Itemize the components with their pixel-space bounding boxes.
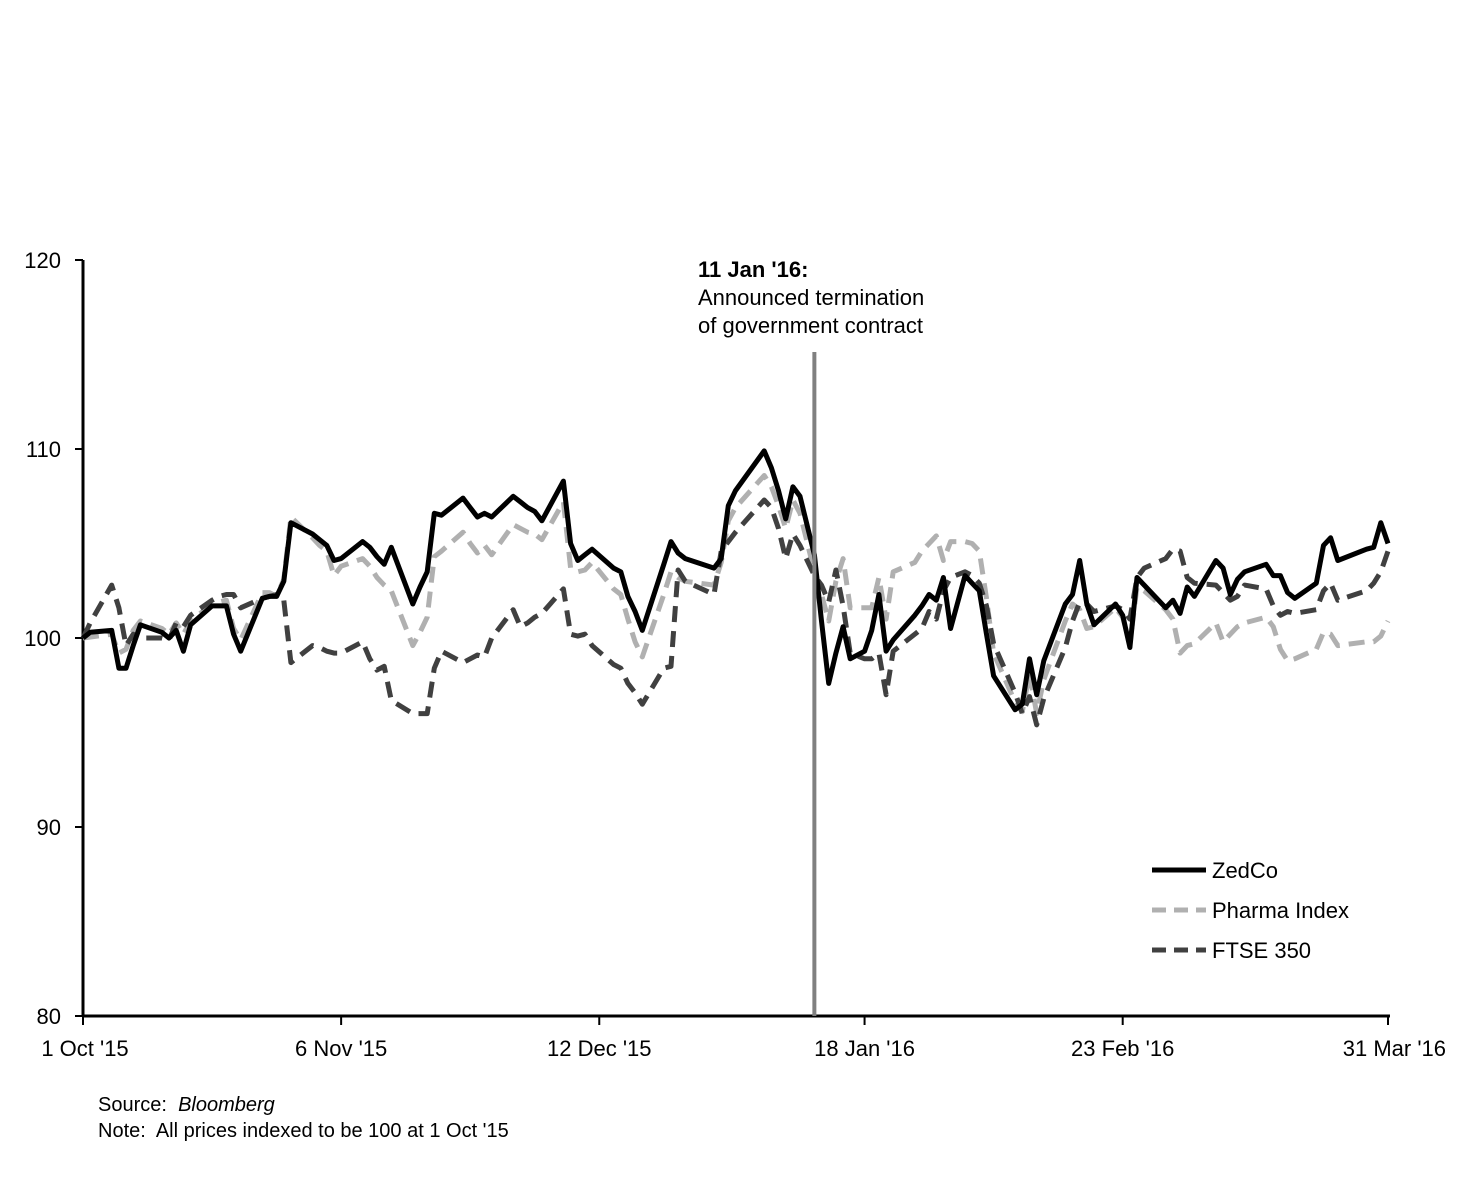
x-tick-label: 1 Oct '15 [41,1036,128,1061]
series-line-pharma-index [82,473,1391,717]
chart-footer: Source: Bloomberg Note: All prices index… [98,1092,509,1144]
legend: ZedCo Pharma Index FTSE 350 [1152,858,1349,963]
source-label: Source: [98,1094,167,1116]
y-axis: 80 90 100 110 120 [24,248,85,1029]
x-tick-label: 23 Feb '16 [1071,1036,1174,1061]
legend-label: FTSE 350 [1212,938,1311,963]
x-tick-label: 18 Jan '16 [814,1036,915,1061]
annotation-text-line-1: Announced termination [698,285,924,310]
note-value: All prices indexed to be 100 at 1 Oct '1… [155,1120,509,1142]
series-lines [80,448,1391,728]
series-line-zedco [81,448,1391,713]
x-tick-label: 6 Nov '15 [295,1036,387,1061]
x-axis: 1 Oct '15 6 Nov '15 12 Dec '15 18 Jan '16 23… [41,1014,1446,1061]
event-annotation: 11 Jan '16: Announced termination of gov… [698,257,924,1016]
source-value: Bloomberg [178,1094,275,1116]
legend-label: ZedCo [1212,858,1278,883]
series-line-ftse-350 [80,497,1391,728]
legend-label: Pharma Index [1212,898,1349,923]
y-tick-label: 90 [37,815,61,840]
source-line: Source: Bloomberg [98,1092,509,1118]
annotation-text-line-2: of government contract [698,313,923,338]
x-tick-label: 12 Dec '15 [547,1036,652,1061]
y-tick-label: 100 [24,626,61,651]
y-tick-label: 120 [24,248,61,273]
note-line: Note: All prices indexed to be 100 at 1 … [98,1118,509,1144]
annotation-title: 11 Jan '16: [698,257,808,282]
x-tick-label: 31 Mar '16 [1343,1036,1446,1061]
y-tick-label: 80 [37,1004,61,1029]
y-tick-label: 110 [26,437,61,462]
note-label: Note: [98,1120,146,1142]
